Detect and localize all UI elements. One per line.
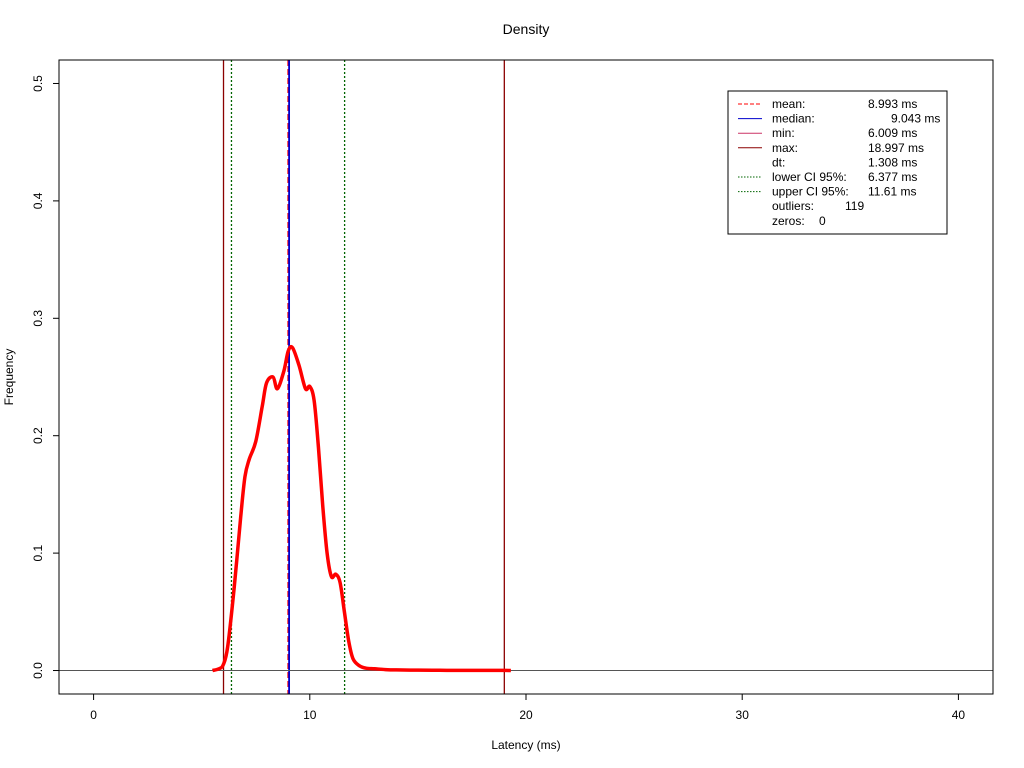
density-line-0 [212,344,511,673]
y-tick-label-1: 0.1 [31,544,45,561]
legend-label-7: outliers: [772,199,814,213]
y-axis: 0.0 0.1 0.2 0.3 0.4 0.5 [31,75,60,679]
legend-label-2: min: [772,126,795,140]
x-tick-label-2: 20 [519,708,533,722]
legend-value-3: 18.997 ms [868,141,924,155]
legend-value-8: 0 [819,214,826,228]
legend-value-1: 9.043 ms [891,112,940,126]
x-axis-title: Latency (ms) [491,738,560,752]
legend-label-1: median: [772,112,815,126]
y-axis-title: Frequency [2,349,16,406]
legend-value-5: 6.377 ms [868,170,917,184]
legend-label-0: mean: [772,97,805,111]
legend-label-3: max: [772,141,798,155]
legend-label-6: upper CI 95%: [772,185,849,199]
y-tick-label-2: 0.2 [31,427,45,444]
legend-value-6: 11.61 ms [868,185,916,199]
x-tick-label-3: 30 [736,708,750,722]
legend-box [727,90,948,235]
x-tick-label-4: 40 [952,708,966,722]
legend-value-4: 1.308 ms [868,155,917,169]
y-tick-label-0: 0.0 [31,662,45,679]
reference-lines [222,60,505,694]
legend-value-7: 119 [845,199,864,213]
x-tick-label-0: 0 [90,708,97,722]
y-tick-label-4: 0.4 [31,192,45,209]
y-tick-label-3: 0.3 [31,310,45,327]
y-tick-label-5: 0.5 [31,75,45,92]
density-series [212,344,511,673]
legend-value-0: 8.993 ms [868,97,917,111]
legend-label-5: lower CI 95%: [772,170,847,184]
x-axis: 0 10 20 30 40 [90,693,966,722]
legend-label-8: zeros: [772,214,805,228]
chart-title: Density [503,21,550,37]
legend-label-4: dt: [772,155,785,169]
legend-value-2: 6.009 ms [868,126,917,140]
legend: mean: 8.993 ms median: 9.043 ms min: 6.009 ms… [727,90,948,235]
x-tick-label-1: 10 [303,708,317,722]
